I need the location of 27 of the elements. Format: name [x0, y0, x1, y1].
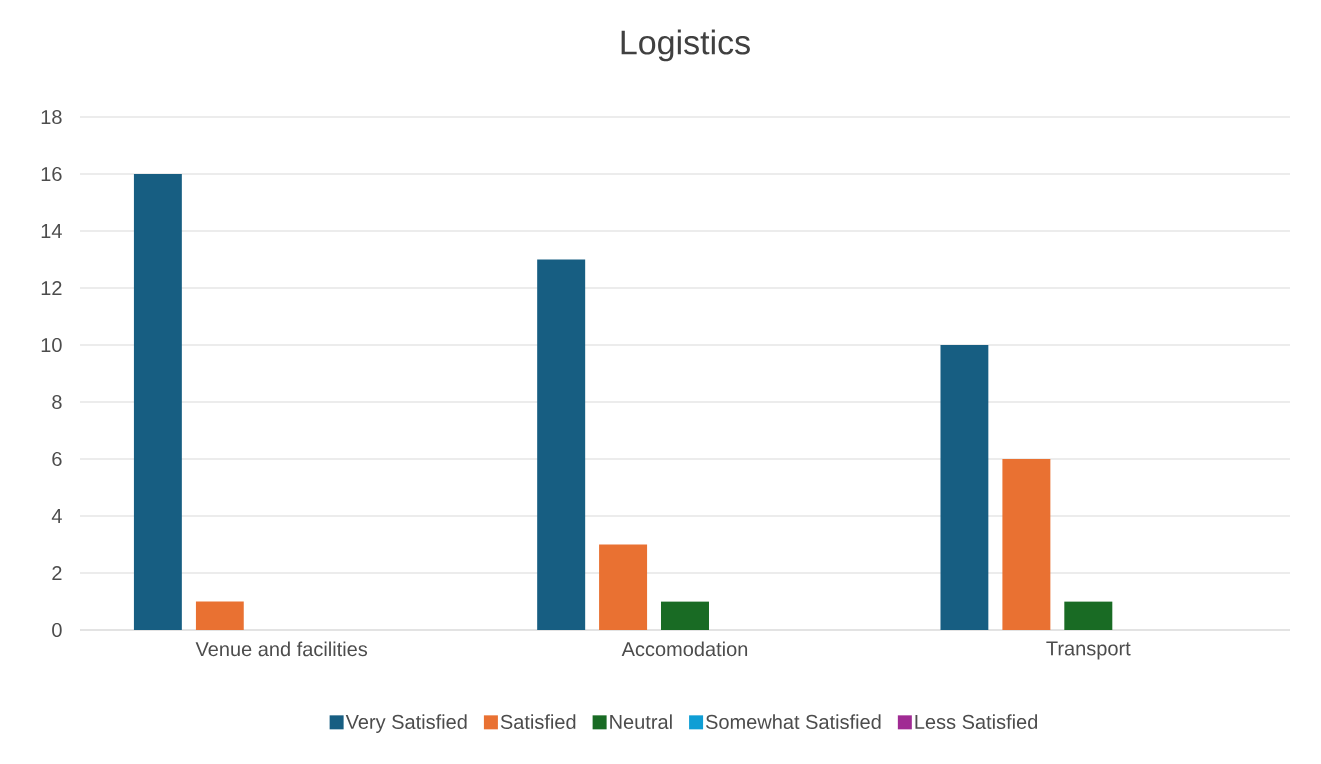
x-tick-label: Transport — [1046, 641, 1131, 660]
y-tick-label: 16 — [41, 166, 62, 182]
chart-title: Logistics — [621, 29, 750, 62]
y-tick-label: 10 — [41, 337, 62, 353]
bar — [1002, 459, 1051, 630]
bar — [599, 544, 648, 630]
y-tick-label: 6 — [52, 451, 62, 467]
legend-label: Very Satisfied — [345, 714, 467, 733]
x-tick-label: Venue and facilities — [195, 641, 368, 657]
y-tick-label: 2 — [52, 566, 62, 580]
bar — [940, 345, 989, 630]
y-tick-label: 12 — [41, 281, 62, 295]
bar — [537, 259, 586, 630]
bar — [133, 174, 182, 630]
legend-label: Neutral — [610, 714, 672, 730]
legend-label: Less Satisfied — [915, 714, 1038, 730]
bar — [661, 601, 709, 630]
legend-label: Somewhat Satisfied — [705, 714, 881, 730]
bar — [195, 601, 244, 630]
y-tick-label: 14 — [41, 224, 62, 238]
x-tick-label: Accomodation — [621, 641, 748, 657]
y-tick-label: 8 — [52, 394, 62, 410]
legend-label: Satisfied — [500, 714, 576, 730]
y-tick-label: 18 — [41, 109, 62, 125]
y-tick-label: 0 — [52, 622, 62, 638]
y-tick-label: 4 — [51, 509, 62, 523]
bar — [1064, 601, 1113, 630]
